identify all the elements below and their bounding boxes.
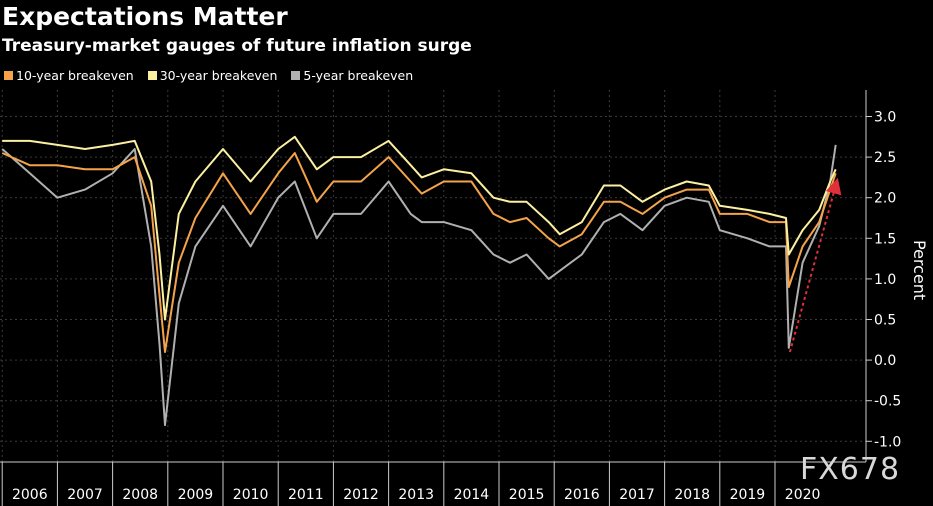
y-tick-label: 1.0	[874, 272, 896, 288]
series-line-10-year	[1, 152, 837, 353]
legend-item-5-year: 5-year breakeven	[291, 68, 413, 83]
y-tick-label: -1.0	[874, 434, 901, 450]
legend-label-30-year: 30-year breakeven	[159, 68, 278, 83]
y-tick-label: 1.5	[874, 231, 896, 247]
x-tick-label: 2009	[178, 487, 214, 503]
series-line-5-year	[1, 144, 837, 427]
trend-arrow	[788, 177, 842, 353]
legend-item-30-year: 30-year breakeven	[147, 68, 278, 83]
watermark: FX678	[800, 452, 901, 487]
x-tick-label: 2010	[233, 487, 269, 503]
series-lines	[1, 135, 837, 427]
x-tick-label: 2008	[122, 487, 158, 503]
y-axis: 3.0 2.5 2.0 1.5 1.0 0.5 0.0 -0.5 -1.0	[865, 90, 901, 462]
y-axis-label: Percent	[910, 240, 929, 300]
y-tick-label: 0.0	[874, 353, 896, 369]
y-tick-label: 3.0	[874, 110, 896, 126]
legend-swatch-30-year	[147, 71, 157, 80]
legend-label-5-year: 5-year breakeven	[303, 68, 414, 83]
chart-subtitle: Treasury-market gauges of future inflati…	[2, 36, 472, 56]
x-tick-label: 2016	[564, 487, 600, 503]
y-tick-label: 2.5	[874, 150, 896, 166]
x-tick-label: 2006	[12, 487, 48, 503]
chart-title: Expectations Matter	[2, 2, 288, 31]
x-tick-label: 2020	[785, 487, 821, 503]
legend-swatch-10-year	[4, 71, 13, 80]
x-tick-label: 2017	[619, 487, 655, 503]
y-tick-label: 0.5	[874, 313, 896, 329]
x-tick-label: 2013	[398, 487, 434, 503]
legend-swatch-5-year	[291, 71, 301, 80]
x-tick-label: 2012	[343, 487, 379, 503]
x-tick-label: 2011	[288, 487, 324, 503]
grid-lines	[0, 90, 866, 462]
x-tick-label: 2019	[730, 487, 766, 503]
x-tick-label: 2007	[67, 487, 103, 503]
x-tick-label: 2018	[674, 487, 710, 503]
series-line-30-year	[2, 135, 837, 321]
y-tick-label: -0.5	[874, 394, 901, 410]
legend-item-10-year: 10-year breakeven	[4, 68, 134, 83]
x-tick-label: 2014	[454, 487, 490, 503]
x-axis: 2006 2007 2008 2009 2010 2011 2012 2013 2014 2015…	[0, 461, 866, 506]
legend-label-10-year: 10-year breakeven	[16, 68, 134, 83]
legend: 10-year breakeven 30-year breakeven 5-ye…	[4, 68, 413, 83]
x-tick-label: 2015	[509, 487, 545, 503]
y-tick-label: 2.0	[874, 191, 896, 207]
